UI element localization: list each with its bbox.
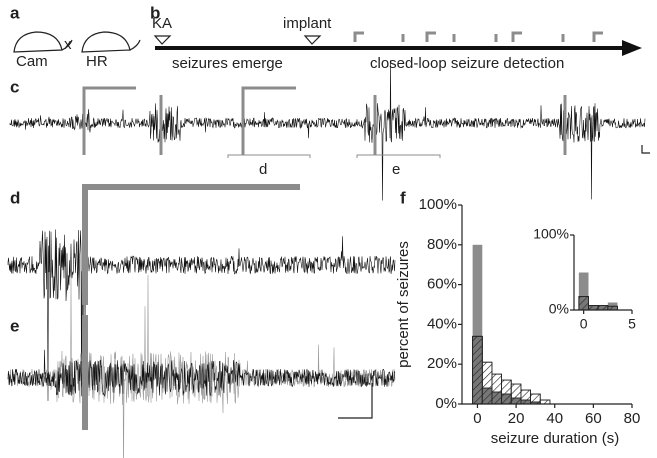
y-tick-label: 20% xyxy=(427,355,457,372)
eeg-trace xyxy=(7,349,396,397)
panel-label: d xyxy=(10,188,20,207)
mouse-icon xyxy=(13,31,141,53)
bar-hatch xyxy=(597,305,609,311)
timeline-arrow xyxy=(622,40,642,56)
x-tick-label: 40 xyxy=(546,410,563,427)
eeg-trace xyxy=(7,229,396,401)
bar-hatch xyxy=(501,393,512,405)
bar-hatch xyxy=(578,296,589,311)
panel-label: f xyxy=(400,188,406,207)
bar-hatch xyxy=(472,335,483,405)
y-tick-label: 0% xyxy=(549,301,569,317)
panel-label: c xyxy=(10,77,19,96)
x-axis-label: seizure duration (s) xyxy=(491,430,619,447)
bar xyxy=(472,244,483,404)
scale-bar xyxy=(641,145,650,154)
bracket-label: d xyxy=(259,161,267,178)
marker xyxy=(153,35,172,45)
y-tick-label: 100% xyxy=(533,226,569,242)
x-tick-label: 5 xyxy=(628,316,636,332)
marker xyxy=(303,35,322,45)
bracket-label: e xyxy=(392,161,400,178)
x-tick-label: 80 xyxy=(624,410,641,427)
y-tick-label: 100% xyxy=(419,196,457,213)
eeg-trace xyxy=(9,60,646,201)
bar-hatch xyxy=(510,397,522,405)
panel-label: e xyxy=(10,316,19,335)
bar-hatch xyxy=(491,391,503,405)
y-tick-label: 80% xyxy=(427,236,457,253)
x-tick-label: 20 xyxy=(508,410,525,427)
y-tick-label: 0% xyxy=(435,395,457,412)
bar-hatch xyxy=(481,387,493,405)
y-axis-label: percent of seizures xyxy=(395,241,412,368)
x-tick-label: 0 xyxy=(473,410,481,427)
panel-label: b xyxy=(150,3,160,22)
bracket xyxy=(227,154,441,158)
eeg-trace xyxy=(7,274,396,458)
timeline-label: implant xyxy=(283,15,332,32)
bar-hatch xyxy=(588,305,599,311)
x-tick-label: 60 xyxy=(585,410,602,427)
mouse-label: Cam xyxy=(16,53,48,70)
stim-markers xyxy=(353,31,603,42)
scale-bar xyxy=(338,383,373,419)
timeline-label: seizures emerge xyxy=(172,55,283,72)
mouse-label: HR xyxy=(86,53,108,70)
bar xyxy=(578,272,589,310)
y-tick-label: 40% xyxy=(427,315,457,332)
y-tick-label: 60% xyxy=(427,276,457,293)
cross: x xyxy=(64,36,72,53)
timeline-label: KA xyxy=(152,15,172,32)
x-tick-label: 0 xyxy=(580,316,588,332)
timeline-label: closed-loop seizure detection xyxy=(370,55,564,72)
stim-markers xyxy=(82,86,567,155)
panel-label: a xyxy=(10,3,20,22)
stim-marker xyxy=(82,184,300,305)
